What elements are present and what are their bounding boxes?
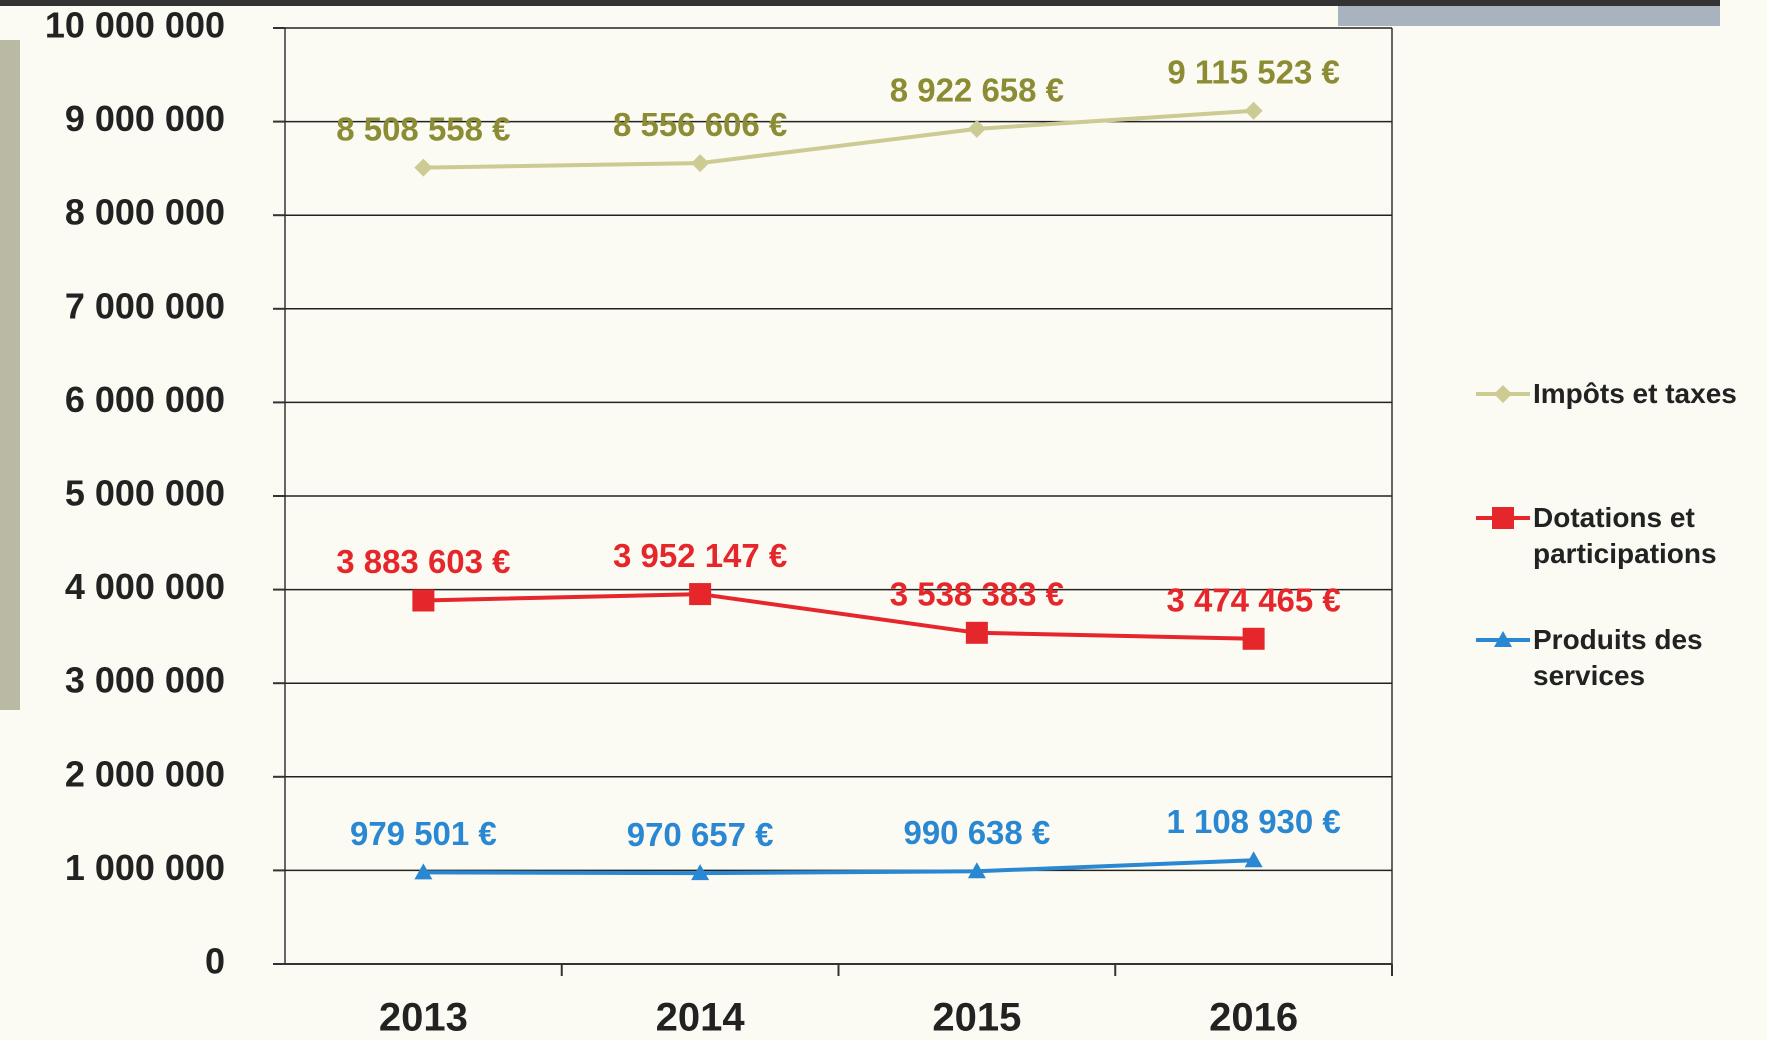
marker: [965, 621, 988, 644]
marker: [1244, 101, 1263, 120]
marker: [412, 589, 435, 612]
marker: [414, 158, 433, 177]
y-tick-label: 1 000 000: [65, 847, 225, 888]
data-label: 970 657 €: [627, 816, 774, 853]
y-tick-label: 3 000 000: [65, 660, 225, 701]
y-tick-label: 5 000 000: [65, 473, 225, 514]
marker: [689, 583, 712, 606]
top-box: [1338, 6, 1720, 26]
marker: [967, 862, 986, 879]
data-label: 8 508 558 €: [336, 110, 510, 147]
marker: [691, 154, 710, 173]
data-label: 3 883 603 €: [336, 543, 510, 580]
y-tick-label: 7 000 000: [65, 285, 225, 326]
data-label: 979 501 €: [350, 815, 497, 852]
marker: [1494, 385, 1512, 403]
legend-label: Impôts et taxes: [1533, 378, 1737, 409]
y-tick-label: 10 000 000: [45, 5, 225, 46]
data-label: 1 108 930 €: [1166, 803, 1340, 840]
data-label: 990 638 €: [903, 814, 1050, 851]
legend-label: Produits des services: [1533, 624, 1703, 691]
y-tick-label: 8 000 000: [65, 192, 225, 233]
legend-label: Dotations et participations: [1533, 502, 1717, 569]
left-strip: [0, 40, 20, 710]
marker: [414, 863, 433, 880]
series-line: [423, 592, 1254, 641]
marker: [1492, 507, 1514, 529]
y-tick-label: 4 000 000: [65, 566, 225, 607]
y-tick-label: 6 000 000: [65, 379, 225, 420]
data-label: 3 538 383 €: [890, 576, 1064, 613]
marker: [1242, 627, 1265, 650]
x-tick-label: 2016: [1209, 996, 1298, 1040]
marker: [691, 864, 710, 881]
y-tick-label: 2 000 000: [65, 753, 225, 794]
series-line: [423, 108, 1254, 170]
data-label: 3 474 465 €: [1166, 582, 1340, 619]
y-tick-label: 0: [205, 941, 225, 982]
data-label: 3 952 147 €: [613, 537, 787, 574]
data-label: 8 556 606 €: [613, 106, 787, 143]
marker: [1494, 631, 1512, 647]
marker: [967, 119, 986, 138]
x-tick-label: 2013: [379, 996, 468, 1040]
series-line: [423, 858, 1254, 876]
x-tick-label: 2015: [932, 996, 1021, 1040]
data-label: 9 115 523 €: [1167, 54, 1340, 91]
x-tick-label: 2014: [656, 996, 746, 1040]
marker: [1244, 851, 1263, 868]
y-tick-label: 9 000 000: [65, 98, 225, 139]
data-label: 8 922 658 €: [890, 72, 1064, 109]
top-bar: [0, 0, 1720, 6]
